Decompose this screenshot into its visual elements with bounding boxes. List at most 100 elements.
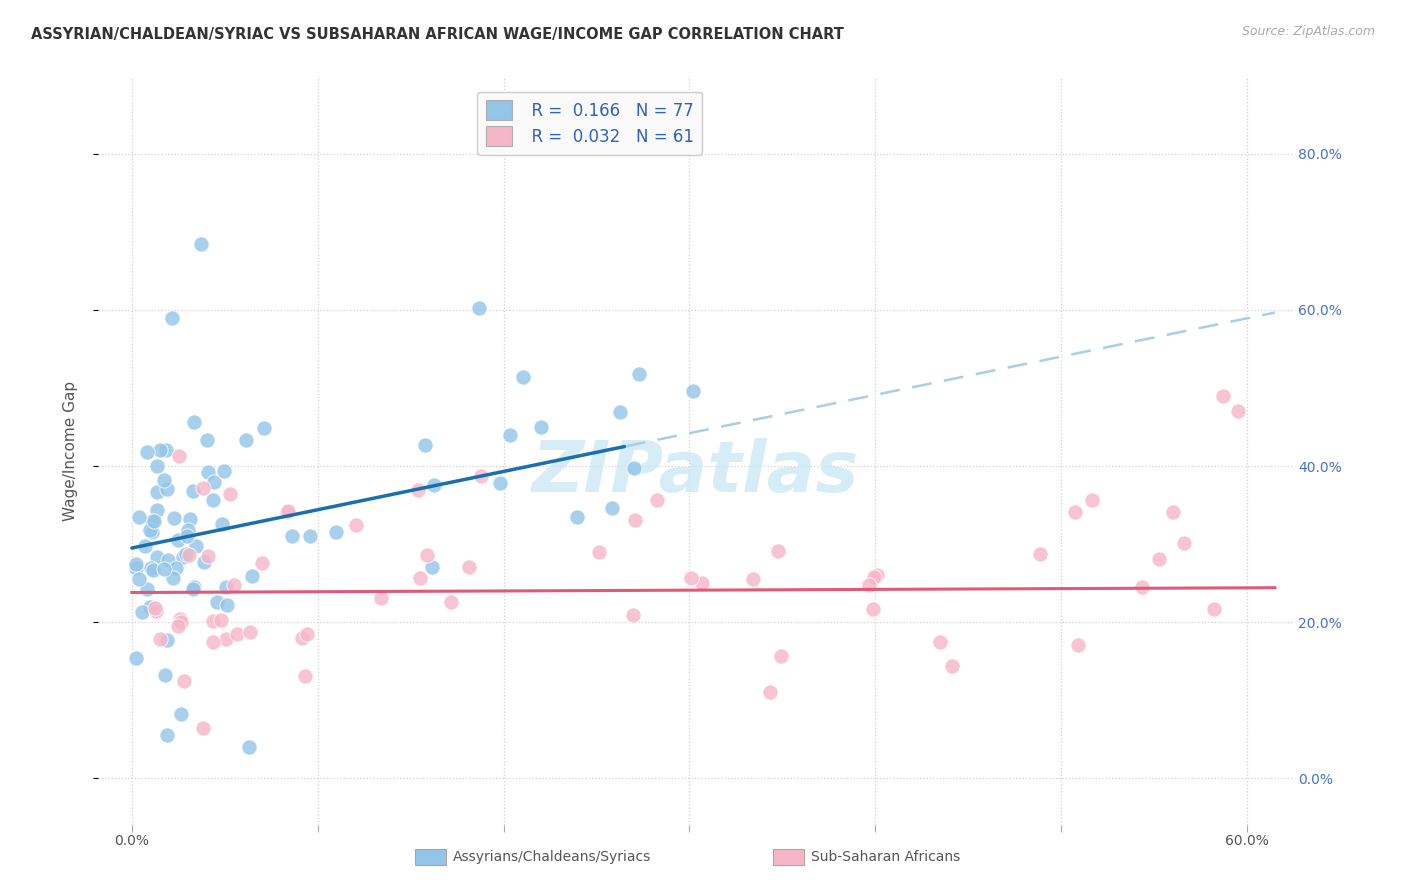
Point [440,595,463,609]
Point [145,549,167,564]
Point [766,543,789,558]
Point [291,632,314,646]
Point [136,582,159,596]
Text: 60.0%: 60.0% [1225,834,1270,848]
Point [863,570,886,584]
Point [423,478,446,492]
Point [177,548,200,562]
Point [134,539,156,553]
Point [201,492,224,507]
Point [1147,552,1170,566]
Point [156,553,179,567]
Point [1064,505,1087,519]
Point [600,500,623,515]
Point [193,721,215,735]
Point [682,384,704,399]
Point [240,568,263,582]
Point [183,580,205,594]
Point [621,608,644,623]
Point [162,571,184,585]
Point [197,465,219,479]
Point [139,523,162,537]
Point [281,529,304,543]
Point [145,459,167,474]
Point [588,545,610,559]
Point [222,578,245,592]
Point [156,483,179,497]
Point [211,517,233,532]
Text: Assyrians/Chaldeans/Syriacs: Assyrians/Chaldeans/Syriacs [453,850,651,864]
Point [299,528,322,542]
Point [1173,535,1195,549]
Point [145,604,167,618]
Point [1067,638,1090,652]
Point [146,485,169,500]
Point [238,740,260,755]
Point [181,483,204,498]
Point [160,310,183,325]
Point [530,419,553,434]
Point [155,443,177,458]
Point [769,649,792,664]
Y-axis label: Wage/Income Gap: Wage/Income Gap [63,380,77,521]
Point [124,561,146,575]
Text: 0.0%: 0.0% [114,834,149,848]
Point [166,533,188,547]
Point [413,437,436,451]
Text: ZIPatlas: ZIPatlas [533,439,859,508]
Point [741,572,763,586]
Point [205,595,228,609]
Point [163,511,186,525]
Point [858,578,880,592]
Point [1202,601,1225,615]
Point [176,529,198,543]
Point [215,632,238,646]
Point [929,635,952,649]
Point [173,673,195,688]
Text: ASSYRIAN/CHALDEAN/SYRIAC VS SUBSAHARAN AFRICAN WAGE/INCOME GAP CORRELATION CHART: ASSYRIAN/CHALDEAN/SYRIAC VS SUBSAHARAN A… [31,27,844,42]
Point [420,560,443,574]
Point [218,486,240,500]
Point [141,525,163,540]
Point [253,420,276,434]
Point [468,301,491,315]
Point [146,502,169,516]
Point [131,605,153,619]
Point [406,483,429,497]
Point [179,512,201,526]
Point [156,728,179,742]
Point [149,443,172,458]
Text: Sub-Saharan Africans: Sub-Saharan Africans [811,850,960,864]
Point [862,602,884,616]
Point [416,548,439,562]
Point [143,514,166,528]
Point [128,572,150,586]
Point [1081,492,1104,507]
Point [142,563,165,577]
Point [212,464,235,478]
Point [294,669,316,683]
Point [183,582,205,596]
Point [167,619,190,633]
Point [1028,547,1050,561]
Point [409,571,432,585]
Point [169,612,191,626]
Point [183,415,205,429]
Point [153,473,176,487]
Point [139,561,162,575]
Point [681,571,703,585]
Point [499,428,522,442]
Point [458,560,481,574]
Point [623,461,645,475]
Point [141,514,163,528]
Point [177,523,200,537]
Point [153,562,176,576]
Point [370,591,392,605]
Point [645,493,668,508]
Point [239,625,262,640]
Point [215,580,238,594]
Point [156,632,179,647]
Point [170,706,193,721]
Point [866,568,889,582]
Point [209,613,232,627]
